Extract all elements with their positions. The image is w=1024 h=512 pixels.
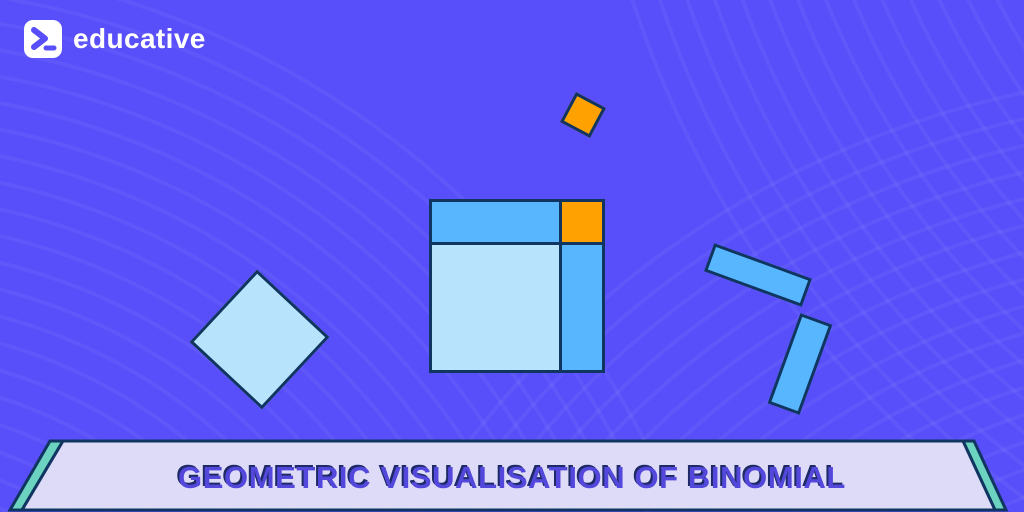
region-b-squared-corner [559, 199, 605, 245]
brand-name: educative [73, 23, 206, 54]
region-ab-strip-top [429, 199, 562, 245]
banner-title: GEOMETRIC VISUALISATION OF BINOMIAL [178, 460, 846, 495]
terminal-prompt-icon [24, 20, 62, 58]
banner-panel [19, 439, 998, 512]
region-ab-strip-right [559, 242, 605, 373]
terminal-prompt-glyph [31, 27, 57, 51]
region-a-squared-main [429, 242, 562, 373]
binomial-square-diagram [429, 199, 605, 373]
title-banner [7, 439, 1009, 512]
brand-logo: educative [24, 20, 206, 58]
